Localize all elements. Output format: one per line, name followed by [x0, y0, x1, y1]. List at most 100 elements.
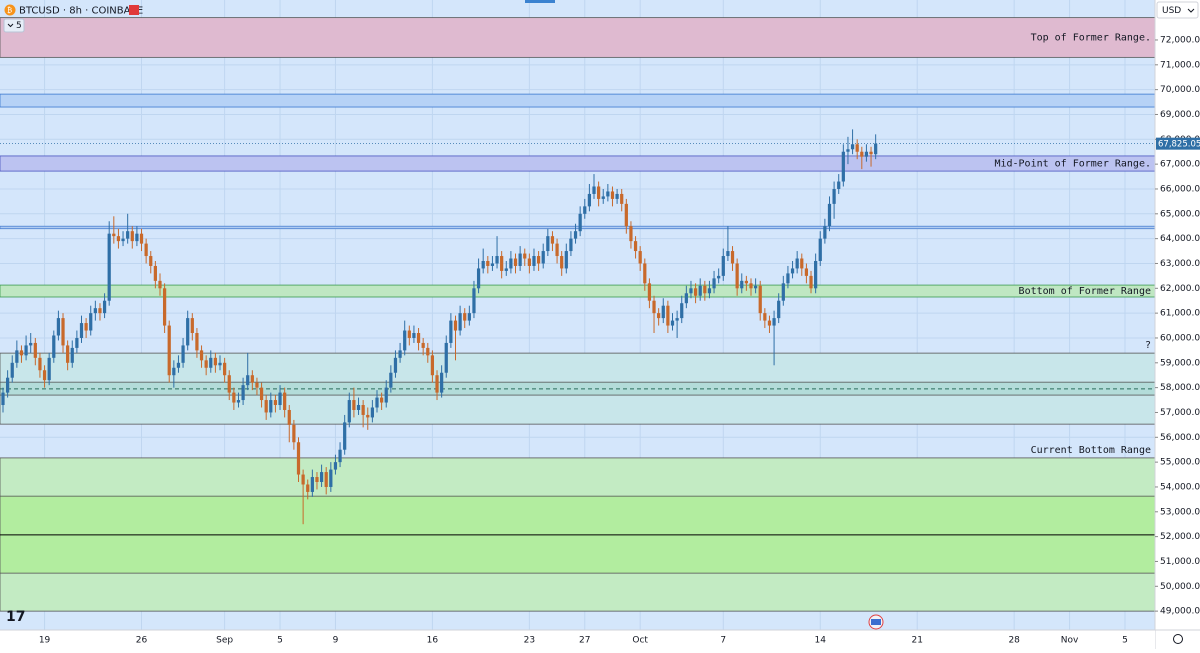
x-tick-label: 9: [333, 636, 339, 646]
candle-body: [643, 263, 647, 284]
x-tick-label: 26: [136, 636, 148, 646]
candle-body: [758, 285, 762, 314]
candle-body: [661, 305, 665, 319]
candle-body: [624, 203, 628, 227]
candle-body: [426, 347, 430, 356]
y-tick-label: 64,000.00: [1160, 234, 1200, 244]
y-tick-label: 55,000.00: [1160, 458, 1200, 468]
candle-body: [860, 151, 864, 157]
candle-body: [370, 407, 374, 418]
candle-body: [407, 330, 411, 338]
x-tick-label: 21: [911, 636, 922, 646]
candle-body: [472, 288, 476, 314]
candle-body: [458, 313, 462, 331]
candle-body: [781, 283, 785, 301]
candle-body: [855, 144, 859, 152]
candle-body: [481, 260, 485, 269]
settings-icon[interactable]: [1173, 634, 1183, 644]
candle-body: [236, 400, 241, 403]
collapse-button[interactable]: [3, 18, 25, 33]
candle-body: [546, 236, 550, 252]
top-handle[interactable]: [525, 0, 555, 3]
candle-body: [112, 233, 116, 237]
candle-body: [500, 256, 504, 271]
flag-icon[interactable]: [129, 5, 139, 15]
indicator-count[interactable]: 5: [16, 21, 22, 31]
y-tick-label: 49,000.00: [1160, 607, 1200, 617]
candle-body: [555, 243, 559, 257]
candle-body: [523, 253, 527, 259]
candle-body: [763, 313, 767, 321]
candle-body: [329, 469, 333, 487]
candle-body: [610, 191, 615, 199]
last-price-label: 67,825.05: [1158, 140, 1200, 150]
zone: [0, 17, 1156, 58]
candle-body: [213, 357, 218, 366]
candle-body: [693, 288, 698, 296]
symbol-title[interactable]: BTCUSD · 8h · COINBASE: [19, 6, 143, 17]
candle-body: [347, 400, 351, 423]
candle-body: [6, 377, 10, 393]
candle-body: [592, 186, 596, 194]
candle-body: [712, 278, 716, 289]
candle-body: [352, 400, 356, 410]
currency-label[interactable]: USD: [1162, 6, 1181, 16]
zone: [0, 284, 1156, 298]
candle-body: [153, 265, 157, 281]
candle-body: [250, 375, 254, 383]
candle-body: [532, 256, 536, 266]
candle-body: [283, 392, 287, 410]
candle-body: [795, 258, 799, 269]
candle-body: [689, 288, 693, 294]
candle-body: [449, 320, 453, 343]
x-tick-label: 7: [720, 636, 726, 646]
candle-body: [726, 251, 730, 257]
candle-body: [809, 275, 813, 289]
candle-body: [98, 308, 102, 314]
candle-body: [569, 238, 573, 252]
candle-body: [730, 251, 735, 264]
candle-body: [657, 313, 661, 319]
candle-body: [209, 357, 213, 368]
candle-body: [19, 350, 24, 356]
candle-body: [319, 472, 324, 482]
zone: [0, 155, 1156, 172]
candle-body: [306, 484, 310, 492]
candle-body: [864, 151, 869, 157]
candle-body: [75, 337, 79, 348]
candle-body: [273, 400, 278, 406]
candle-body: [721, 256, 725, 276]
candle-body: [333, 462, 338, 470]
candle-body: [33, 342, 37, 358]
candle-body: [255, 382, 259, 388]
candle-body: [29, 342, 33, 346]
event-flag: [871, 619, 881, 625]
currency-button[interactable]: [1156, 1, 1199, 19]
candle-body: [278, 392, 282, 406]
y-tick-label: 67,000.00: [1160, 160, 1200, 170]
candle-body: [181, 345, 185, 363]
candle-body: [606, 191, 610, 197]
candle-body: [15, 350, 19, 363]
candle-body: [116, 236, 121, 242]
candle-body: [195, 333, 199, 351]
candle-body: [823, 226, 827, 239]
candle-body: [292, 424, 296, 443]
candle-body: [93, 308, 97, 314]
candle-body: [518, 253, 522, 266]
candle-body: [846, 149, 850, 152]
y-tick-label: 58,000.00: [1160, 383, 1200, 393]
candle-body: [583, 206, 587, 214]
candle-body: [509, 258, 513, 269]
candle-body: [550, 236, 555, 244]
candle-body: [172, 367, 176, 376]
candle-body: [749, 283, 753, 289]
candle-body: [190, 318, 194, 334]
zone-label: ?: [1145, 340, 1151, 351]
candle-body: [684, 293, 688, 304]
candle-body: [504, 268, 508, 271]
candle-body: [666, 305, 670, 326]
candle-body: [218, 362, 222, 366]
y-tick-label: 69,000.00: [1160, 110, 1200, 120]
